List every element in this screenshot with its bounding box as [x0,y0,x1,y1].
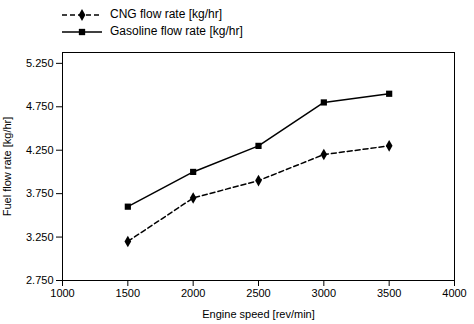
svg-text:3000: 3000 [312,287,336,299]
svg-text:5.250: 5.250 [26,57,54,69]
svg-text:2500: 2500 [246,287,270,299]
svg-text:Engine speed [rev/min]: Engine speed [rev/min] [202,308,315,320]
svg-text:4000: 4000 [442,287,466,299]
svg-text:1500: 1500 [116,287,140,299]
html-text:Gasoline flow rate [kg/hr]: Gasoline flow rate [kg/hr] [110,24,243,38]
svg-text:4.750: 4.750 [26,100,54,112]
svg-text:1000: 1000 [50,287,74,299]
svg-text:Fuel flow rate [kg/hr]: Fuel flow rate [kg/hr] [1,117,13,217]
svg-text:2.750: 2.750 [26,274,54,286]
svg-text:3.250: 3.250 [26,231,54,243]
html-text:CNG flow rate [kg/hr]: CNG flow rate [kg/hr] [110,7,222,21]
svg-text:2000: 2000 [181,287,205,299]
svg-text:3500: 3500 [377,287,401,299]
svg-text:4.250: 4.250 [26,144,54,156]
svg-text:3.750: 3.750 [26,187,54,199]
